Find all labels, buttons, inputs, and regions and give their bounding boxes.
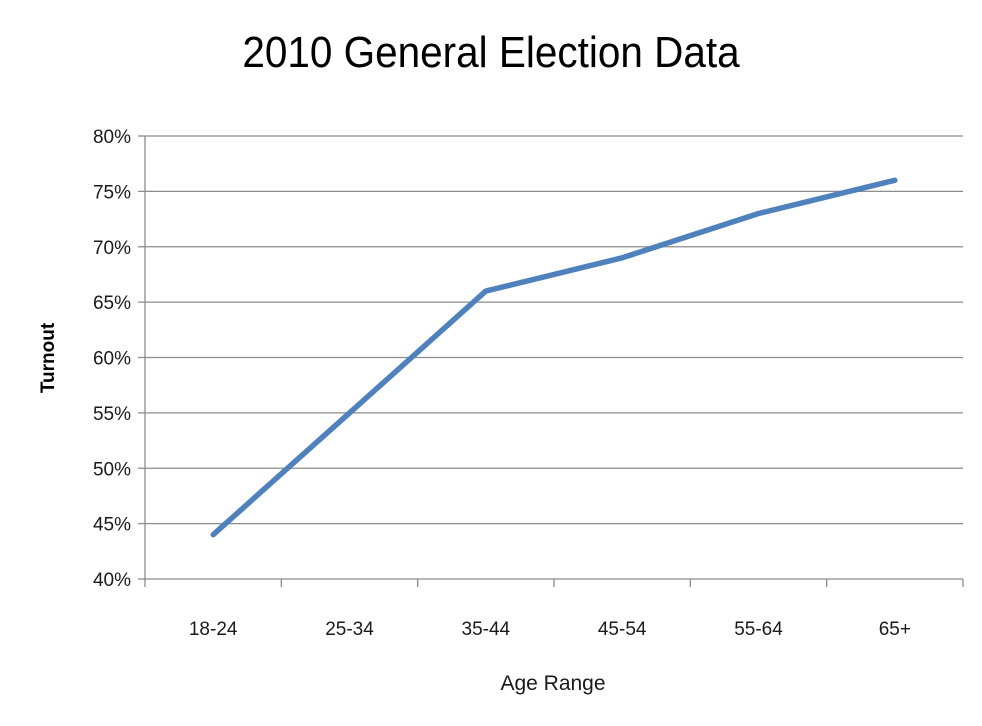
- y-tick-label: 70%: [93, 238, 131, 259]
- y-tick-label: 40%: [93, 570, 131, 591]
- x-tick-label: 18-24: [189, 619, 238, 640]
- y-tick-label: 45%: [93, 515, 131, 536]
- y-tick-label: 55%: [93, 404, 131, 425]
- x-tick-label: 65+: [879, 619, 911, 640]
- y-axis-label: Turnout: [38, 322, 59, 393]
- x-tick-label: 45-54: [598, 619, 647, 640]
- x-tick-label: 55-64: [734, 619, 783, 640]
- axes: [138, 135, 964, 587]
- y-tick-label: 80%: [93, 127, 131, 148]
- x-axis-label: Age Range: [500, 672, 605, 695]
- series-line: [210, 177, 898, 538]
- x-tick-label: 25-34: [325, 619, 374, 640]
- y-tick-label: 65%: [93, 293, 131, 314]
- y-tick-label: 50%: [93, 459, 131, 480]
- grid-lines: [145, 135, 963, 525]
- series-layer: [210, 177, 898, 538]
- tick-labels: 40% 45% 50% 55% 60% 65% 70% 75% 80% 18-24 25-34 35-…: [93, 127, 911, 640]
- x-tick-label: 35-44: [462, 619, 511, 640]
- y-tick-label: 75%: [93, 182, 131, 203]
- chart-title: 2010 General Election Data: [242, 28, 740, 77]
- y-tick-label: 60%: [93, 349, 131, 370]
